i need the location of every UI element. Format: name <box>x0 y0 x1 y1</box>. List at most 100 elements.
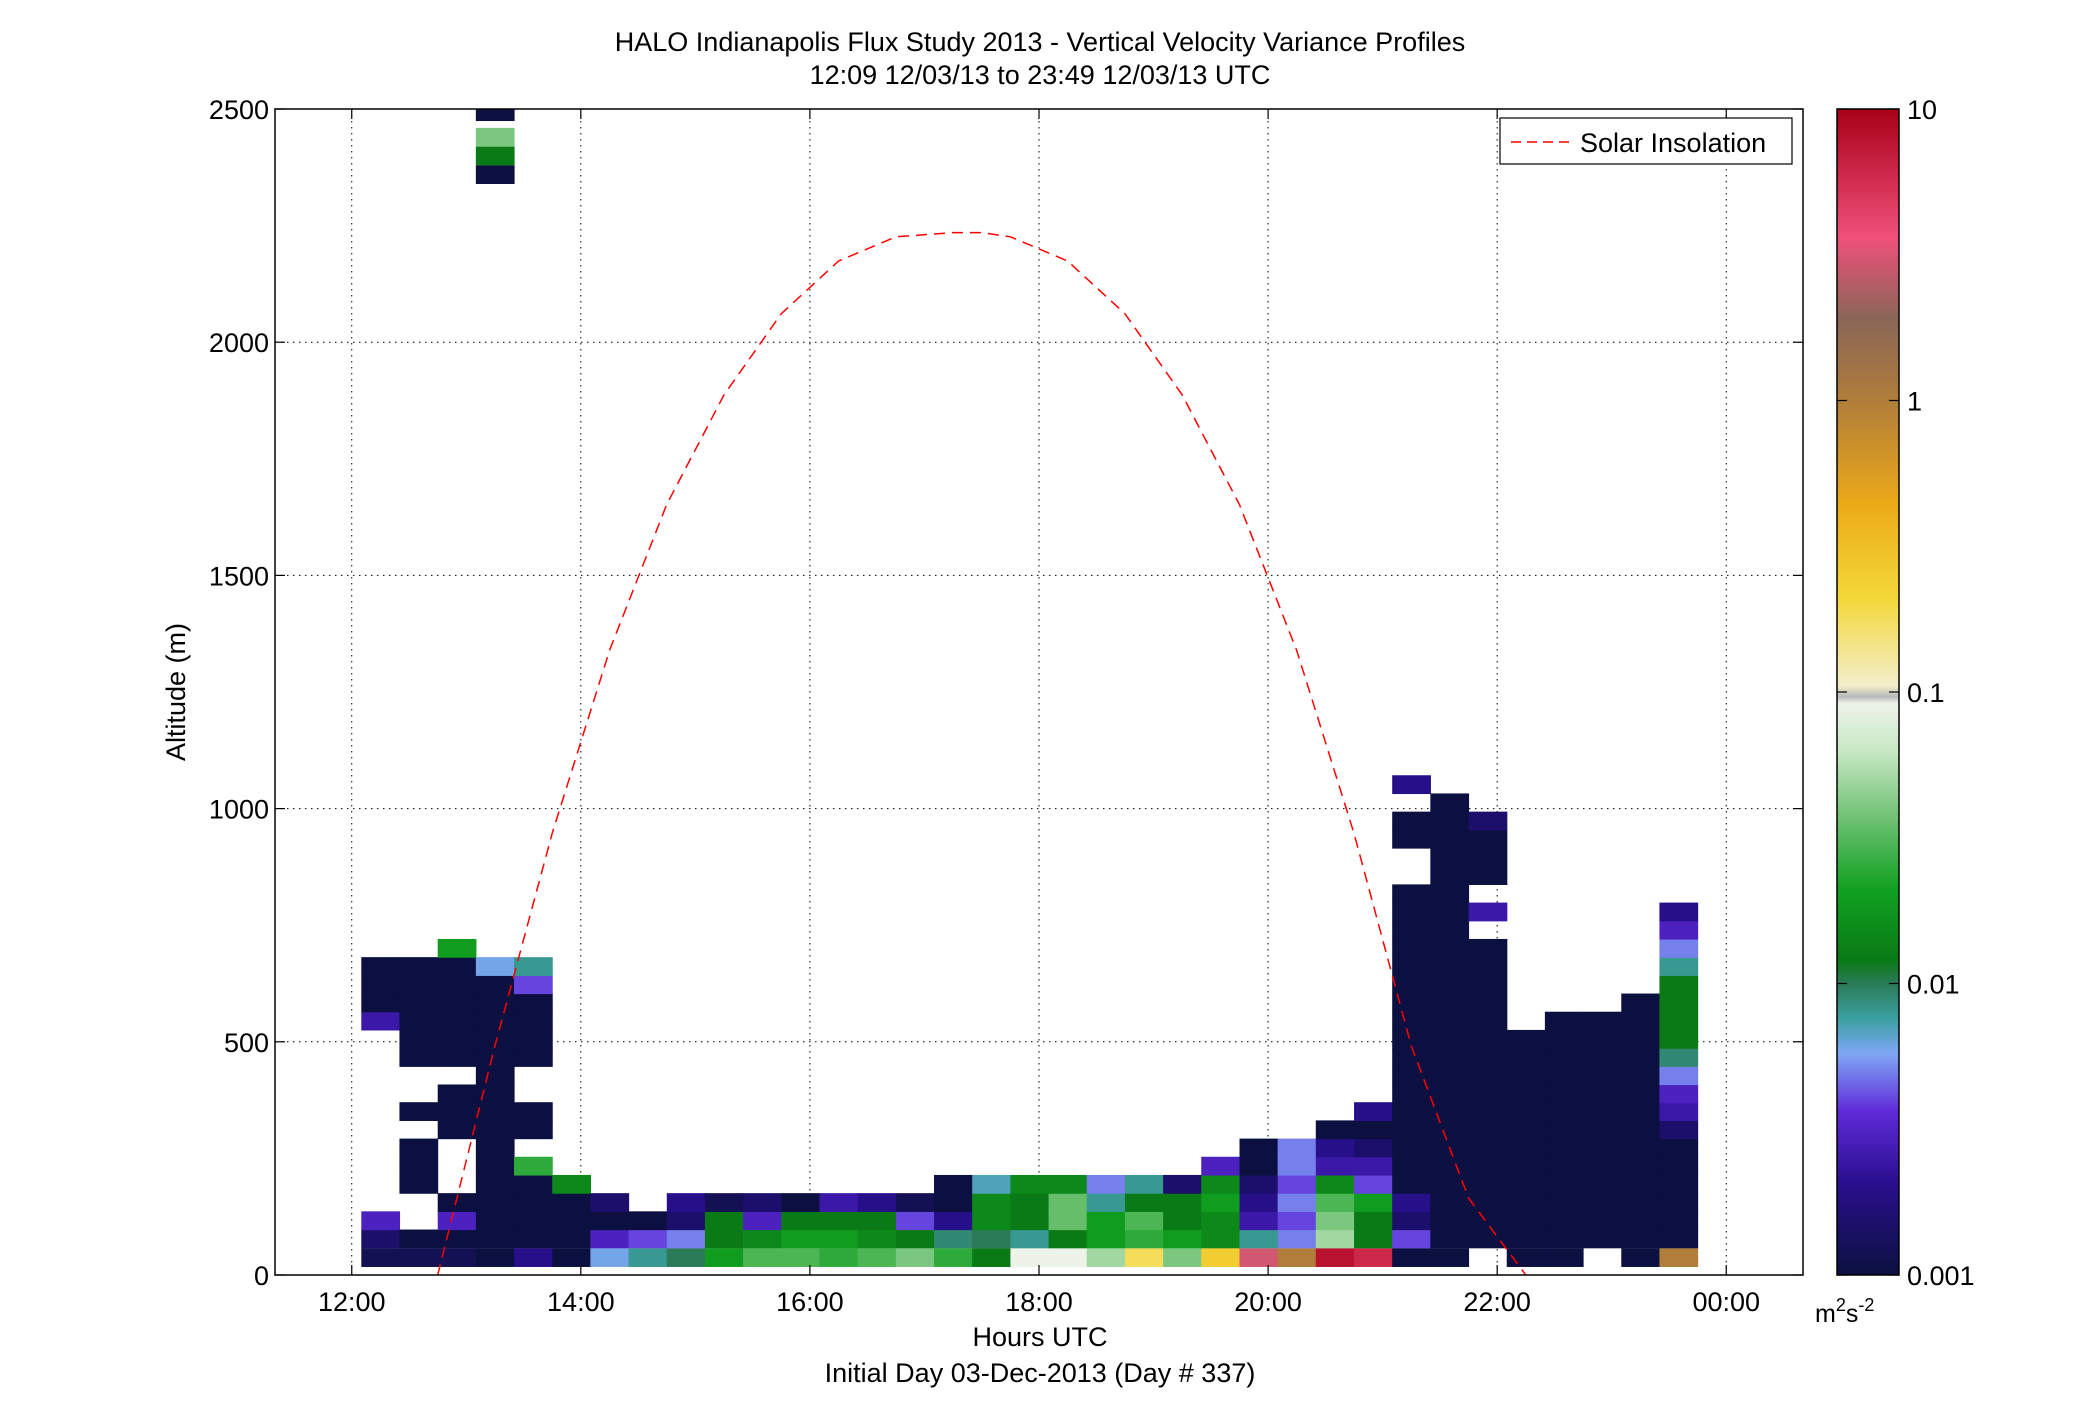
variance-cell <box>1659 1193 1699 1212</box>
variance-cell <box>666 1229 706 1249</box>
variance-cell <box>513 1156 553 1176</box>
variance-cell <box>399 1048 439 1067</box>
variance-cell <box>895 1193 935 1212</box>
variance-cell <box>1392 1084 1431 1104</box>
variance-cell <box>1239 1211 1279 1231</box>
x-axis-ticks: 12:00 14:00 16:00 18:00 20:00 22:00 00:00 <box>318 109 1760 1317</box>
legend-box <box>1499 117 1793 165</box>
variance-cell <box>1048 1229 1088 1249</box>
variance-cell <box>1468 1084 1508 1104</box>
variance-cell <box>513 993 553 1013</box>
variance-cell <box>1506 1138 1546 1158</box>
variance-cell <box>1430 1120 1470 1140</box>
variance-cell <box>857 1229 897 1249</box>
variance-cell <box>1468 938 1508 958</box>
variance-cell <box>1659 975 1699 995</box>
variance-cell <box>743 1229 782 1249</box>
colorbar-tick-label: 0.001 <box>1907 1261 1975 1291</box>
variance-cell <box>857 1211 897 1231</box>
variance-cell <box>743 1248 782 1267</box>
variance-cell <box>1506 1156 1546 1176</box>
variance-cell <box>1315 1211 1355 1231</box>
variance-cell <box>437 1248 477 1267</box>
variance-cell <box>399 1102 439 1121</box>
variance-cell <box>1583 1066 1622 1086</box>
variance-cell <box>1659 1156 1699 1176</box>
variance-cell <box>1430 1248 1470 1267</box>
variance-cell <box>1430 975 1470 995</box>
variance-cell <box>1239 1138 1279 1158</box>
variance-cell <box>1048 1174 1088 1194</box>
variance-cell <box>1010 1211 1050 1231</box>
variance-cell <box>934 1211 973 1231</box>
variance-cell <box>1010 1248 1050 1267</box>
variance-cell <box>1392 1029 1431 1049</box>
y-tick-label: 1500 <box>209 561 269 591</box>
variance-cell <box>361 1011 401 1031</box>
variance-cell <box>1277 1174 1317 1194</box>
variance-cell <box>1048 1193 1088 1212</box>
variance-cell <box>743 1211 782 1231</box>
variance-cell <box>1659 1066 1699 1086</box>
variance-cell <box>1354 1120 1393 1140</box>
variance-cell <box>1430 1174 1470 1194</box>
variance-cell <box>1544 1138 1584 1158</box>
variance-cell <box>1544 1084 1584 1104</box>
variance-cell <box>475 1211 515 1231</box>
variance-cell <box>1392 957 1431 976</box>
colorbar-gradient <box>1837 109 1899 1275</box>
variance-cell <box>1239 1174 1279 1194</box>
variance-cell <box>1392 1048 1431 1067</box>
variance-cell <box>895 1229 935 1249</box>
variance-cell <box>1392 775 1431 795</box>
variance-cell <box>1392 884 1431 904</box>
variance-cell <box>1239 1156 1279 1176</box>
variance-cell <box>1583 1029 1622 1049</box>
variance-cell <box>361 993 401 1013</box>
variance-cell <box>1392 1138 1431 1158</box>
x-tick-label: 16:00 <box>776 1287 844 1317</box>
variance-cell <box>1506 1211 1546 1231</box>
variance-cell <box>1430 811 1470 831</box>
variance-cell <box>1163 1174 1202 1194</box>
variance-cell <box>1201 1156 1240 1176</box>
variance-cell <box>972 1174 1011 1194</box>
variance-cell <box>1583 1011 1622 1031</box>
variance-cell <box>1506 1229 1546 1249</box>
variance-cell <box>1468 1138 1508 1158</box>
variance-cell <box>475 1011 515 1031</box>
variance-cell <box>1544 1248 1584 1267</box>
variance-cell <box>1392 1102 1431 1121</box>
variance-cell <box>1468 957 1508 976</box>
variance-cell <box>552 1174 591 1194</box>
variance-cell <box>819 1193 859 1212</box>
variance-cell <box>437 1102 477 1121</box>
variance-cell <box>1468 1193 1508 1212</box>
variance-cell <box>1392 1011 1431 1031</box>
variance-cell <box>1659 902 1699 922</box>
variance-cell <box>475 1048 515 1067</box>
variance-cell <box>1621 1138 1661 1158</box>
variance-cell <box>1392 1193 1431 1212</box>
variance-cell <box>1392 829 1431 849</box>
variance-cell <box>1583 1048 1622 1067</box>
legend-entry-solar-insolation: Solar Insolation <box>1580 128 1766 158</box>
variance-cell <box>1468 1102 1508 1121</box>
variance-cell <box>437 1048 477 1067</box>
variance-cell <box>1583 1084 1622 1104</box>
x-tick-label: 22:00 <box>1463 1287 1531 1317</box>
y-tick-label: 0 <box>254 1261 269 1291</box>
variance-cell <box>934 1174 973 1194</box>
variance-cell <box>1621 1193 1661 1212</box>
variance-cell <box>1354 1193 1393 1212</box>
variance-cell <box>437 1211 477 1231</box>
variance-cell <box>1277 1193 1317 1212</box>
variance-cell <box>895 1211 935 1231</box>
variance-cell <box>1430 1011 1470 1031</box>
variance-cell <box>1621 1120 1661 1140</box>
variance-cell <box>475 1174 515 1194</box>
variance-cell <box>1430 1048 1470 1067</box>
variance-cell <box>513 1174 553 1194</box>
y-tick-label: 500 <box>224 1028 269 1058</box>
variance-cell <box>704 1248 744 1267</box>
